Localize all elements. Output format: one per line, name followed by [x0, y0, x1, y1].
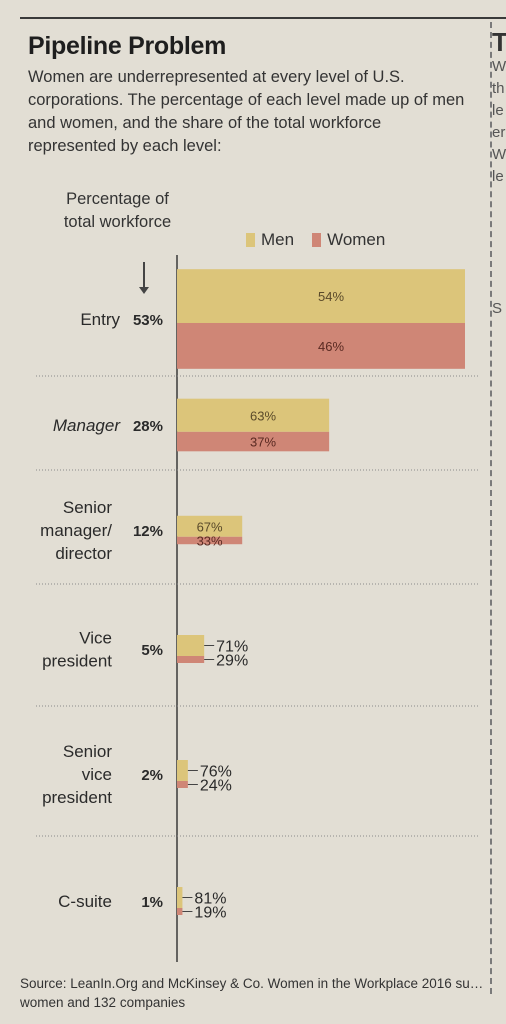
- data-label-women: 19%: [194, 905, 226, 922]
- fragment-line: W: [492, 146, 506, 163]
- category-label: Senior: [63, 498, 112, 517]
- data-label-men: 71%: [216, 639, 248, 656]
- category-label: director: [55, 544, 112, 563]
- category-label: vice: [82, 765, 112, 784]
- bar-men: [177, 515, 243, 537]
- bar-men: [177, 635, 205, 656]
- workforce-share-label: 53%: [133, 312, 163, 329]
- category-label: president: [42, 788, 112, 807]
- down-arrow-icon: [139, 262, 149, 294]
- data-label-women: 46%: [318, 339, 344, 354]
- category-label: Senior: [63, 742, 112, 761]
- bar-women: [177, 781, 188, 788]
- legend-label-women: Women: [327, 230, 386, 249]
- category-label: C-suite: [58, 892, 112, 911]
- legend-item-women: Women: [312, 230, 385, 250]
- chart-title: Pipeline Problem: [28, 32, 227, 60]
- fragment-line: W: [492, 58, 506, 75]
- workforce-share-label: 12%: [133, 523, 163, 540]
- data-label-men: 54%: [318, 289, 344, 304]
- bar-men: [177, 269, 465, 323]
- fragment-line: th: [492, 80, 505, 97]
- top-rule: [20, 17, 506, 19]
- workforce-share-label: 28%: [133, 418, 163, 435]
- fragment-line: S: [492, 300, 503, 317]
- bar-men: [177, 887, 183, 908]
- data-label-women: 37%: [250, 435, 276, 450]
- women-swatch: [312, 233, 322, 247]
- bar-women: [177, 536, 243, 545]
- source-note: Source: LeanIn.Org and McKinsey & Co. Wo…: [20, 976, 484, 1010]
- fragment-line: er: [492, 124, 506, 141]
- bar-men: [177, 398, 330, 432]
- bar-women: [177, 908, 183, 915]
- workforce-share-label: 2%: [141, 767, 163, 784]
- workforce-share-label: 1%: [141, 894, 163, 911]
- fragment-line: le: [492, 168, 504, 185]
- data-label-men: 67%: [197, 519, 223, 534]
- column-divider: [490, 22, 492, 994]
- data-label-men: 81%: [194, 891, 226, 908]
- men-swatch: [246, 233, 255, 247]
- adjacent-article-fragment: T W th le er W le S: [492, 28, 506, 320]
- data-label-women: 24%: [200, 778, 232, 795]
- fragment-line: T: [492, 28, 506, 57]
- fragment-line: le: [492, 102, 504, 119]
- category-label: Entry: [80, 310, 120, 329]
- chart-subtitle: Women are underrepresented at every leve…: [28, 68, 465, 155]
- bar-men: [177, 760, 188, 781]
- category-label: Vice: [79, 629, 112, 648]
- legend-item-men: Men: [246, 230, 294, 250]
- bar-women: [177, 656, 205, 663]
- data-label-women: 29%: [216, 653, 248, 670]
- category-label: president: [42, 652, 112, 671]
- workforce-share-label: 5%: [141, 642, 163, 659]
- category-label: Manager: [53, 416, 121, 435]
- legend-label-men: Men: [261, 230, 295, 249]
- legend: Men Women: [246, 230, 403, 250]
- category-label: manager/: [40, 521, 112, 540]
- data-label-women: 33%: [197, 534, 223, 549]
- data-label-men: 63%: [250, 408, 276, 423]
- data-label-men: 76%: [200, 764, 232, 781]
- bar-women: [177, 322, 465, 369]
- workforce-axis-header: Percentage of total workforce: [63, 190, 172, 231]
- bar-women: [177, 431, 330, 452]
